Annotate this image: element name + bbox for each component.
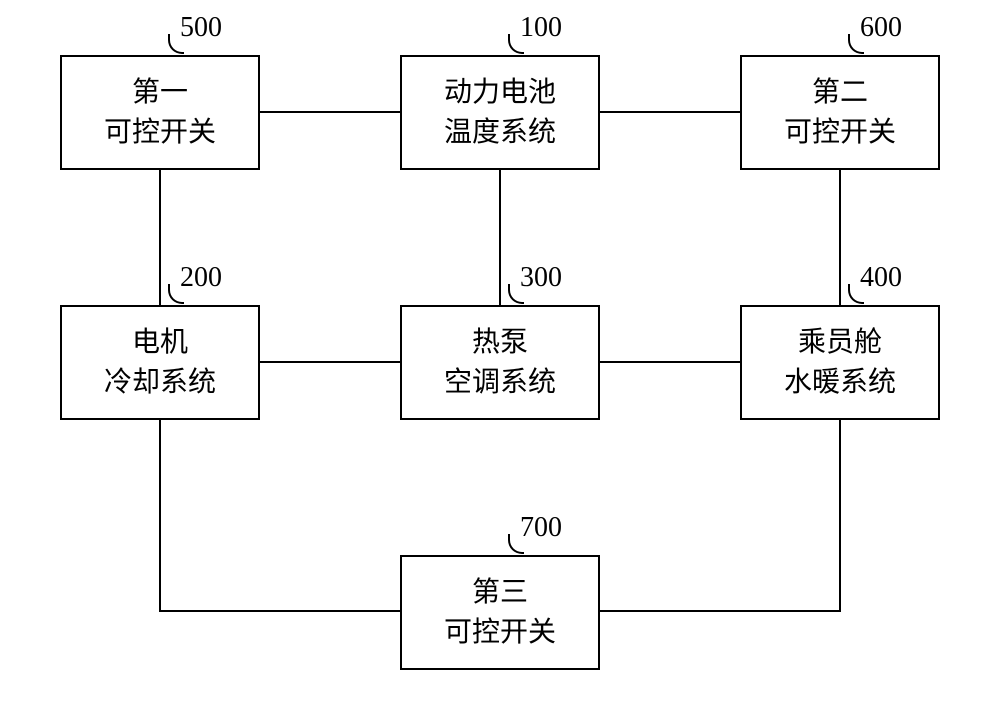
- block-number-label: 600: [860, 12, 902, 44]
- edge: [600, 361, 740, 363]
- block-line2: 空调系统: [444, 363, 556, 402]
- block-number-label: 400: [860, 262, 902, 294]
- label-leader: [508, 34, 524, 54]
- block-number-label: 100: [520, 12, 562, 44]
- block-number-label: 300: [520, 262, 562, 294]
- edge: [600, 610, 841, 612]
- block-line2: 水暖系统: [784, 363, 896, 402]
- block-200: 电机冷却系统: [60, 305, 260, 420]
- block-line1: 第三: [472, 573, 528, 612]
- block-400: 乘员舱水暖系统: [740, 305, 940, 420]
- edge: [159, 610, 400, 612]
- block-line1: 热泵: [472, 323, 528, 362]
- edge: [260, 361, 400, 363]
- block-line2: 可控开关: [444, 613, 556, 652]
- block-500: 第一可控开关: [60, 55, 260, 170]
- block-line2: 温度系统: [444, 113, 556, 152]
- edge: [600, 111, 740, 113]
- edge: [839, 170, 841, 305]
- edge: [260, 111, 400, 113]
- block-300: 热泵空调系统: [400, 305, 600, 420]
- block-line2: 可控开关: [784, 113, 896, 152]
- block-line2: 可控开关: [104, 113, 216, 152]
- edge: [159, 420, 161, 612]
- block-line1: 电机: [132, 323, 188, 362]
- block-line1: 动力电池: [444, 73, 556, 112]
- label-leader: [508, 534, 524, 554]
- block-line1: 第一: [132, 73, 188, 112]
- block-600: 第二可控开关: [740, 55, 940, 170]
- label-leader: [848, 284, 864, 304]
- block-number-label: 200: [180, 262, 222, 294]
- block-number-label: 700: [520, 512, 562, 544]
- block-number-label: 500: [180, 12, 222, 44]
- block-700: 第三可控开关: [400, 555, 600, 670]
- label-leader: [168, 34, 184, 54]
- block-100: 动力电池温度系统: [400, 55, 600, 170]
- label-leader: [848, 34, 864, 54]
- label-leader: [168, 284, 184, 304]
- label-leader: [508, 284, 524, 304]
- edge: [499, 170, 501, 305]
- edge: [839, 420, 841, 612]
- block-line1: 第二: [812, 73, 868, 112]
- edge: [159, 170, 161, 305]
- block-line1: 乘员舱: [798, 323, 882, 362]
- block-line2: 冷却系统: [104, 363, 216, 402]
